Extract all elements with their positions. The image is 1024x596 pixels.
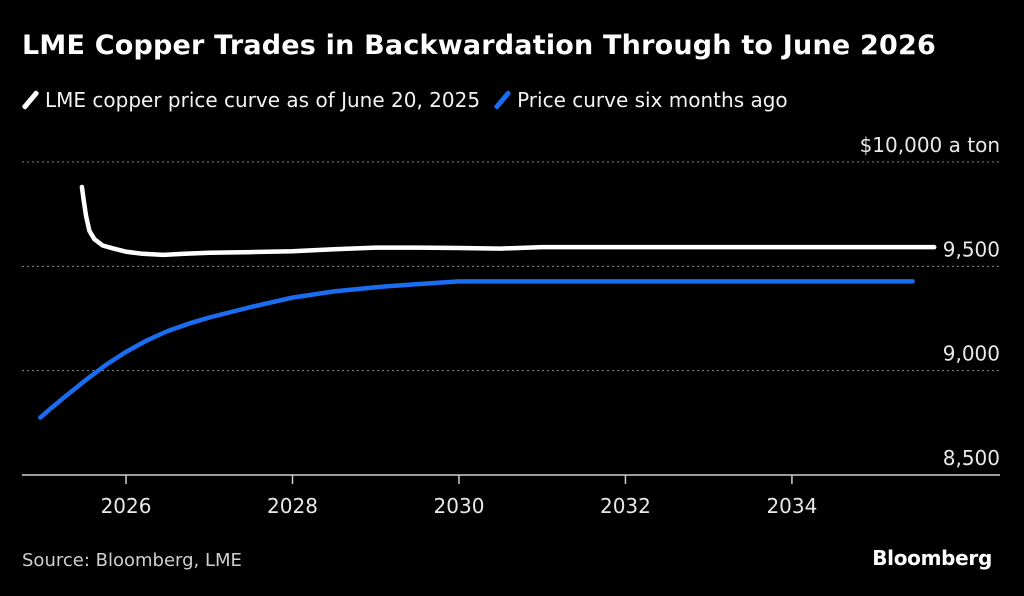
y-tick-label-9000: 9,000	[943, 342, 1000, 366]
source-note: Source: Bloomberg, LME	[22, 550, 242, 571]
x-tick-label-2028: 2028	[267, 494, 318, 518]
x-tick-label-2026: 2026	[101, 494, 152, 518]
y-tick-label-8500: 8,500	[943, 446, 1000, 470]
chart-legend: LME copper price curve as of June 20, 20…	[21, 88, 802, 112]
legend-item-six-months-ago: Price curve six months ago	[493, 88, 788, 112]
x-tick-label-2030: 2030	[434, 494, 485, 518]
x-tick-label-2034: 2034	[766, 494, 817, 518]
bloomberg-logo: Bloomberg	[872, 546, 992, 570]
series-line-six-months-ago	[38, 279, 915, 420]
y-tick-label-9500: 9,500	[943, 237, 1000, 261]
legend-item-current: LME copper price curve as of June 20, 20…	[21, 88, 481, 112]
legend-label-current: LME copper price curve as of June 20, 20…	[45, 88, 481, 112]
chart-title: LME Copper Trades in Backwardation Throu…	[22, 30, 936, 61]
y-tick-label-10000: $10,000 a ton	[860, 133, 1000, 157]
legend-label-six-months-ago: Price curve six months ago	[517, 88, 788, 112]
x-tick-label-2032: 2032	[600, 494, 651, 518]
series-line-current	[79, 184, 937, 258]
